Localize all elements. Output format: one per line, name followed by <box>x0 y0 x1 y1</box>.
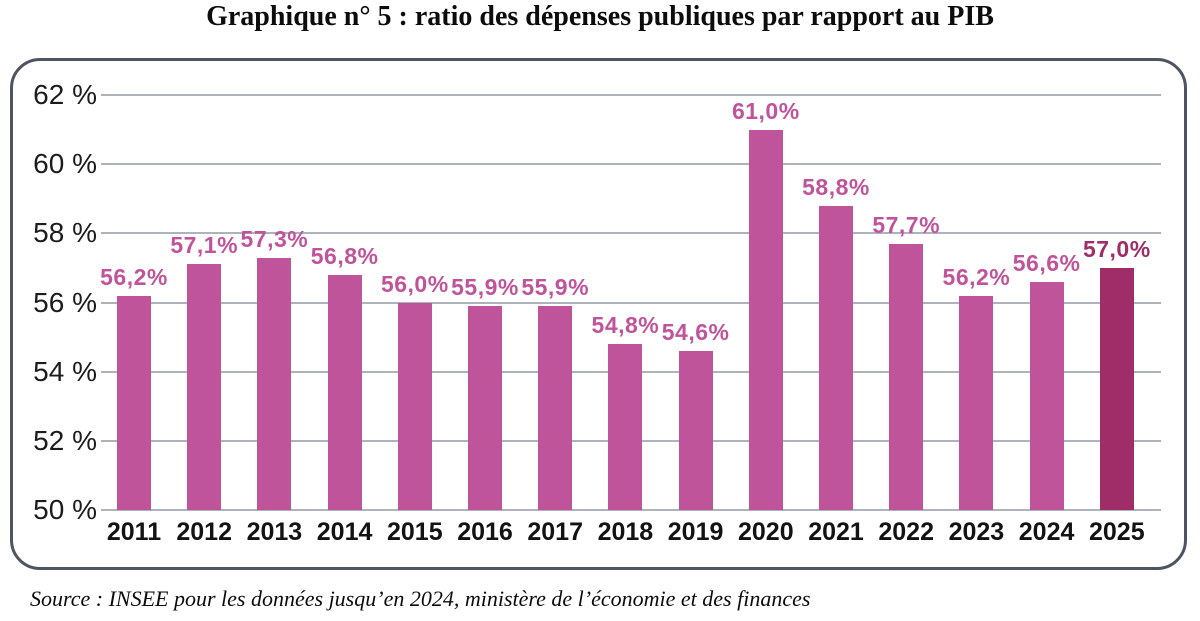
x-axis-tick-label-2020: 2020 <box>737 518 794 546</box>
bar-2019 <box>678 350 713 510</box>
bar-2023 <box>959 295 994 510</box>
bar-value-label-2014: 56,8% <box>310 242 379 269</box>
y-axis-tick-label: 58 % <box>33 217 97 249</box>
x-axis-tick-label-2011: 2011 <box>106 518 162 546</box>
bar-2022 <box>889 243 924 510</box>
bar-2013 <box>257 257 292 510</box>
y-axis-tick-label: 62 % <box>33 79 97 110</box>
x-axis-tick-label-2017: 2017 <box>527 518 583 546</box>
bar-value-label-2015: 56,0% <box>380 270 449 297</box>
bar-2018 <box>608 344 643 510</box>
x-axis-tick-label-2022: 2022 <box>878 518 934 546</box>
bar-2011 <box>117 295 151 510</box>
bar-value-label-2022: 57,7% <box>872 211 941 238</box>
bar-value-label-2024: 56,6% <box>1012 249 1081 276</box>
x-axis-tick-label-2012: 2012 <box>176 518 232 546</box>
bar-value-label-2013: 57,3% <box>240 225 309 252</box>
bar-2016 <box>468 305 502 510</box>
bar-chart-plot-area: 62 % 60 % 58 % 56 % 54 % 52 % 50 % 56,2% 2011 57,… <box>13 61 1184 567</box>
gridline-62 <box>101 94 1161 96</box>
x-axis-tick-label-2025: 2025 <box>1088 518 1145 546</box>
bar-2025 <box>1099 267 1134 510</box>
bar-2014 <box>327 274 362 510</box>
bar-value-label-2021: 58,8% <box>802 173 870 200</box>
bar-2024 <box>1029 281 1064 510</box>
bar-value-label-2019: 54,6% <box>661 318 730 345</box>
y-axis-tick-label: 56 % <box>33 286 97 318</box>
chart-title: Graphique n° 5 : ratio des dépenses publ… <box>206 1 994 32</box>
bar-2020 <box>748 129 783 510</box>
x-axis-tick-label-2018: 2018 <box>597 518 654 546</box>
gridline-50 <box>101 509 1161 511</box>
bar-value-label-2020: 61,0% <box>731 97 800 124</box>
y-axis-tick-label: 52 % <box>33 424 97 456</box>
y-axis-tick-label: 50 % <box>33 494 97 525</box>
bar-2017 <box>538 305 573 510</box>
y-axis-tick-label: 54 % <box>33 355 97 387</box>
x-axis-tick-label-2013: 2013 <box>246 518 303 546</box>
gridline-60 <box>101 163 1161 166</box>
bar-value-label-2017: 55,9% <box>521 273 590 300</box>
x-axis-tick-label-2016: 2016 <box>457 518 513 546</box>
x-axis-tick-label-2023: 2023 <box>948 518 1005 546</box>
bar-value-label-2025: 57,0% <box>1082 235 1151 262</box>
gridline-58 <box>101 232 1161 235</box>
y-axis-tick-label: 60 % <box>33 148 97 180</box>
bar-value-label-2016: 55,9% <box>451 273 519 300</box>
x-axis-tick-label-2014: 2014 <box>316 518 373 546</box>
bar-2015 <box>397 302 432 510</box>
x-axis-tick-label-2019: 2019 <box>667 518 724 546</box>
bar-2012 <box>187 264 222 510</box>
x-axis-tick-label-2024: 2024 <box>1018 518 1075 546</box>
source-note: Source : INSEE pour les données jusqu’en… <box>30 586 811 611</box>
bar-2021 <box>819 205 853 510</box>
bar-value-label-2023: 56,2% <box>942 263 1011 290</box>
bar-value-label-2018: 54,8% <box>591 312 660 338</box>
chart-frame: 62 % 60 % 58 % 56 % 54 % 52 % 50 % 56,2% 2011 57,… <box>10 58 1187 570</box>
bar-value-label-2011: 56,2% <box>100 263 168 290</box>
x-axis-tick-label-2015: 2015 <box>386 518 443 546</box>
gridline-56 <box>101 301 1161 304</box>
bar-value-label-2012: 57,1% <box>170 232 239 259</box>
x-axis-tick-label-2021: 2021 <box>808 518 864 546</box>
